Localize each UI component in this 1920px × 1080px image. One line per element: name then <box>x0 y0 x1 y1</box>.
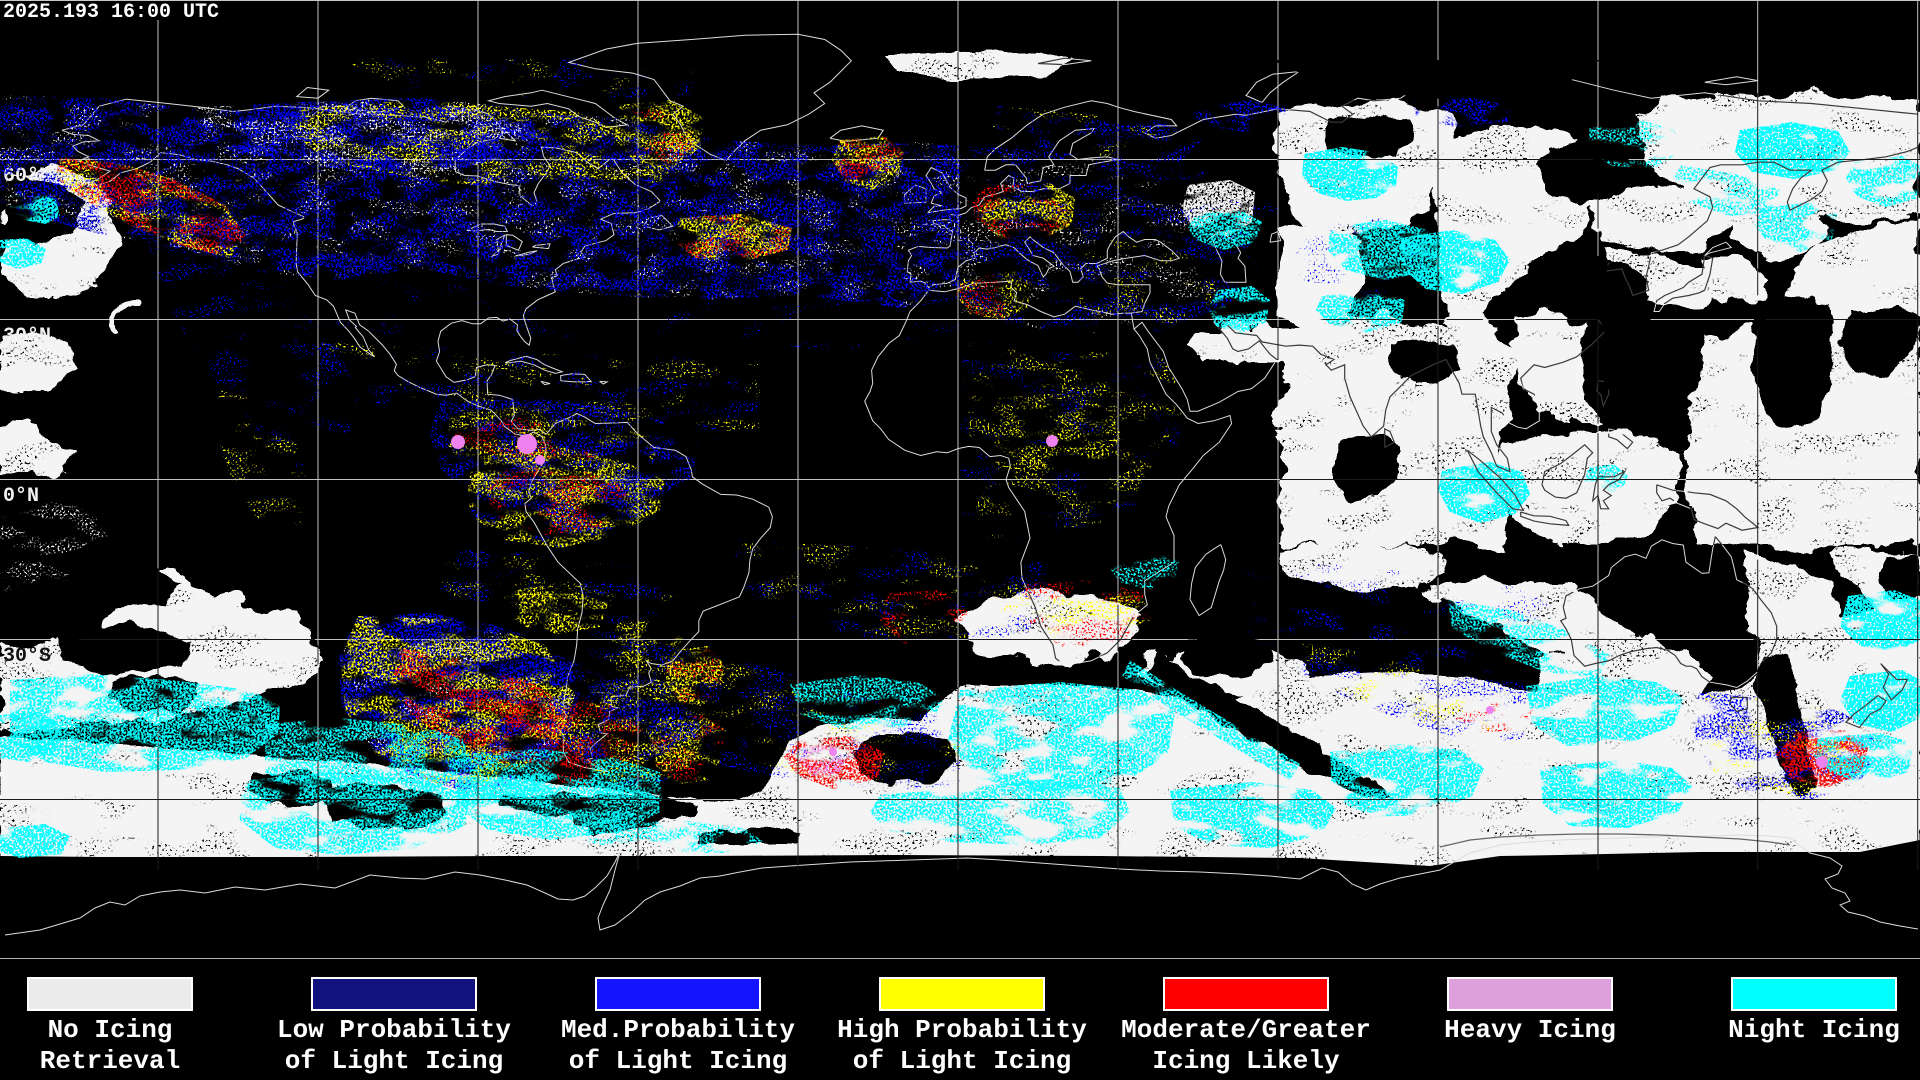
svg-text:Med.Probability: Med.Probability <box>561 1015 795 1045</box>
svg-text:Moderate/Greater: Moderate/Greater <box>1121 1015 1371 1045</box>
svg-text:Low Probability: Low Probability <box>277 1015 511 1045</box>
svg-text:Icing Likely: Icing Likely <box>1152 1046 1340 1076</box>
svg-text:High Probability: High Probability <box>837 1015 1087 1045</box>
svg-text:No Icing: No Icing <box>48 1015 173 1045</box>
svg-text:of Light Icing: of Light Icing <box>569 1046 787 1076</box>
svg-text:of Light Icing: of Light Icing <box>853 1046 1071 1076</box>
svg-text:Retrieval: Retrieval <box>40 1046 180 1076</box>
svg-text:30°S: 30°S <box>3 645 51 668</box>
svg-text:30°N: 30°N <box>3 325 51 348</box>
svg-text:of Light Icing: of Light Icing <box>285 1046 503 1076</box>
svg-text:60°S: 60°S <box>3 805 51 828</box>
svg-text:2025.193 16:00 UTC: 2025.193 16:00 UTC <box>3 1 219 24</box>
svg-text:Heavy Icing: Heavy Icing <box>1444 1015 1616 1045</box>
svg-text:Night Icing: Night Icing <box>1728 1015 1900 1045</box>
